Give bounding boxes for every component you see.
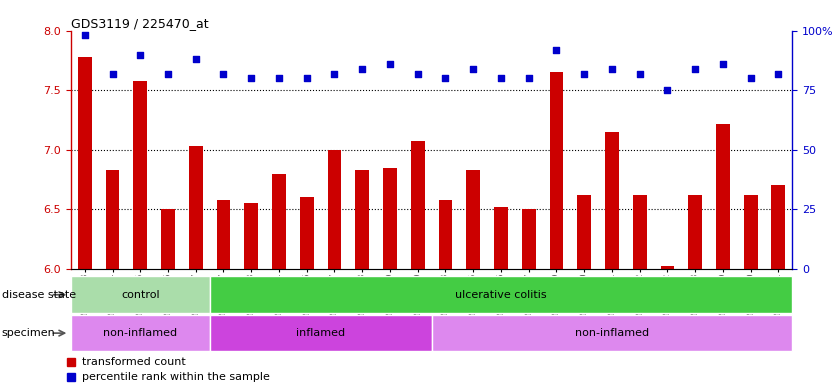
Bar (577, 195, 591, 269)
Bar (744, 195, 757, 269)
Text: control: control (121, 290, 159, 300)
Point (161, 71, 174, 77)
Text: percentile rank within the sample: percentile rank within the sample (82, 372, 269, 382)
Point (355, 66, 369, 72)
Text: GDS3119 / 225470_at: GDS3119 / 225470_at (71, 17, 208, 30)
Text: disease state: disease state (2, 290, 76, 300)
Bar (494, 207, 508, 269)
Bar (272, 174, 286, 269)
Point (661, 87, 674, 93)
Point (495, 75, 508, 81)
Point (300, 75, 314, 81)
Bar (688, 195, 702, 269)
Bar (432, 315, 792, 351)
Bar (716, 124, 730, 269)
Bar (411, 141, 425, 269)
Bar (244, 204, 259, 269)
Point (577, 71, 590, 77)
Bar (605, 132, 619, 269)
Bar (771, 185, 786, 269)
Bar (550, 73, 564, 269)
Text: non-inflamed: non-inflamed (103, 328, 178, 338)
Point (771, 71, 785, 77)
Point (384, 61, 397, 67)
Bar (188, 146, 203, 269)
Point (244, 75, 258, 81)
Point (133, 51, 147, 58)
Bar (633, 195, 646, 269)
Bar (106, 170, 119, 269)
Bar (661, 266, 675, 269)
Point (439, 75, 452, 81)
Bar (133, 81, 147, 269)
Point (328, 71, 341, 77)
Bar (71, 276, 209, 313)
Bar (71, 315, 209, 351)
Point (633, 71, 646, 77)
Bar (439, 200, 452, 269)
Bar (161, 209, 175, 269)
Point (273, 75, 286, 81)
Bar (209, 276, 792, 313)
Point (744, 75, 757, 81)
Point (466, 66, 480, 72)
Text: inflamed: inflamed (296, 328, 345, 338)
Point (716, 61, 730, 67)
Text: specimen: specimen (2, 328, 55, 338)
Bar (466, 170, 480, 269)
Point (217, 71, 230, 77)
Bar (355, 170, 369, 269)
Point (550, 47, 563, 53)
Bar (328, 150, 341, 269)
Point (106, 71, 119, 77)
Point (78, 32, 92, 38)
Point (522, 75, 535, 81)
Bar (299, 197, 314, 269)
Text: non-inflamed: non-inflamed (575, 328, 649, 338)
Text: transformed count: transformed count (82, 357, 185, 367)
Point (689, 66, 702, 72)
Bar (383, 168, 397, 269)
Text: ulcerative colitis: ulcerative colitis (455, 290, 547, 300)
Bar (522, 209, 535, 269)
Point (411, 71, 425, 77)
Point (189, 56, 203, 62)
Bar (217, 200, 230, 269)
Bar (209, 315, 432, 351)
Bar (78, 57, 92, 269)
Point (605, 66, 619, 72)
